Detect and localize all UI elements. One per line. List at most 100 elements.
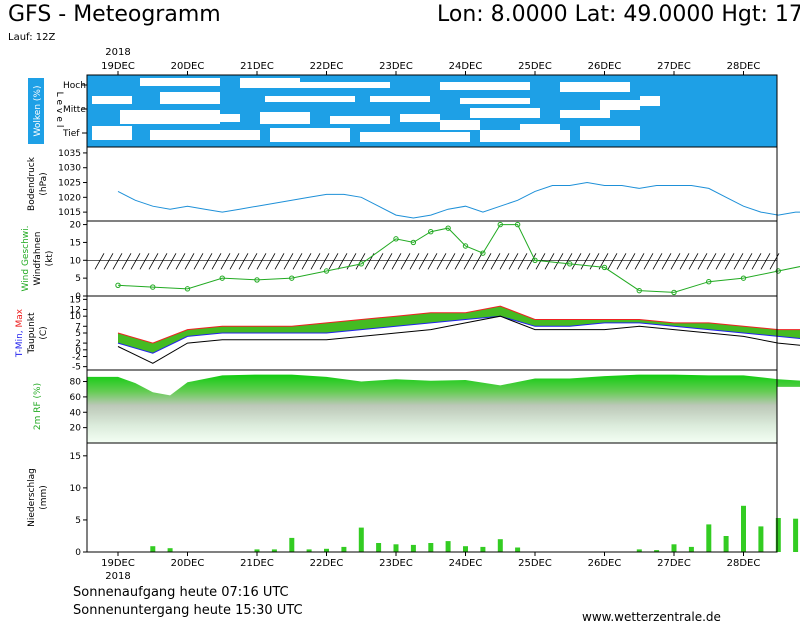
- precip-bar: [758, 526, 764, 552]
- precip-bar: [741, 505, 746, 552]
- wind-barb: [724, 253, 735, 270]
- wind-speed-point: [462, 243, 469, 249]
- wind-barb: [517, 253, 528, 270]
- cloud-clear-patch: [520, 124, 560, 132]
- page-title: GFS - Meteogramm: [8, 2, 221, 27]
- precip-bar: [341, 546, 347, 552]
- axis-labels: 19DEC 19DEC 20DEC 20DEC 21DEC 21DEC 22DEC 22DEC…: [101, 47, 760, 582]
- cloud-clear-patch: [440, 120, 480, 130]
- day-label-bottom: 22DEC: [310, 558, 344, 569]
- wind-barb: [634, 253, 645, 270]
- precip-bar: [497, 539, 503, 552]
- precip-bar: [688, 546, 694, 552]
- cloud-clear-patch: [270, 128, 350, 142]
- wind-barb: [706, 253, 717, 270]
- wind-barb: [121, 253, 132, 270]
- wind-speed-point: [706, 279, 712, 285]
- y-tick-label: -2: [72, 353, 81, 363]
- wind-barb: [733, 253, 744, 270]
- wind-barb: [328, 253, 339, 270]
- wind-speed-point: [150, 284, 156, 290]
- y-tick-label: 5: [75, 329, 81, 339]
- y-tick-label: 1025: [58, 179, 81, 189]
- precip-bar: [271, 549, 277, 552]
- panel-y-label: 2m RF (%): [33, 383, 43, 430]
- cloud-clear-patch: [140, 78, 220, 86]
- wind-barb: [427, 253, 438, 270]
- y-tick-label: 15: [70, 295, 81, 305]
- wind-barb: [175, 253, 186, 270]
- cloud-clear-patch: [440, 82, 530, 90]
- wind-speed-point: [480, 250, 486, 256]
- cloud-level-label: Mittel: [63, 105, 88, 115]
- cloud-clear-patch: [470, 108, 540, 118]
- location-info: Lon: 8.0000 Lat: 49.0000 Hgt: 17: [437, 2, 800, 27]
- day-label-top: 19DEC: [101, 61, 135, 72]
- day-label-bottom: 21DEC: [240, 558, 274, 569]
- precip-bar: [723, 536, 729, 552]
- y-tick-label: -5: [72, 363, 81, 373]
- wind-speed-point: [323, 268, 330, 274]
- wind-barb: [166, 253, 177, 270]
- year-label-top: 2018: [105, 47, 130, 58]
- cloud-clear-patch: [150, 130, 260, 140]
- precip-bar: [793, 518, 799, 552]
- wind-speed-point: [289, 275, 295, 281]
- cloud-clear-patch: [265, 96, 355, 102]
- wind-barb: [256, 253, 267, 270]
- precip-bar: [654, 550, 660, 552]
- y-tick-label: 10: [70, 484, 82, 494]
- panel-y-label: T-Min, Max: [15, 308, 25, 358]
- website-link[interactable]: www.wetterzentrale.de: [582, 610, 721, 624]
- y-tick-label: 7: [75, 322, 81, 332]
- wind-barb: [319, 253, 330, 270]
- wind-speed-point: [445, 225, 451, 231]
- day-label-bottom: 26DEC: [588, 558, 622, 569]
- wind-barb: [112, 253, 123, 270]
- y-tick-label: 1020: [58, 193, 81, 203]
- wind-barb: [274, 253, 285, 270]
- tmin-label: T-Min,: [15, 327, 25, 358]
- wind-barb: [301, 253, 312, 270]
- wind-barb: [409, 253, 420, 270]
- wind-barb: [670, 253, 681, 270]
- wind-speed-point: [567, 261, 573, 267]
- cloud-clear-patch: [330, 116, 390, 124]
- precip-bar: [445, 541, 451, 552]
- wind-barb: [139, 253, 150, 270]
- wind-speed-point: [740, 275, 747, 281]
- wind-barb: [157, 253, 168, 270]
- tmax-line: [117, 305, 800, 344]
- day-label-bottom: 19DEC: [101, 558, 135, 569]
- wind-barb: [220, 253, 231, 270]
- wind-barb: [391, 253, 402, 270]
- precip-bar: [775, 518, 781, 552]
- wind-barb: [454, 253, 465, 270]
- wind-barb: [688, 253, 699, 270]
- temperature-range-fill: [118, 306, 800, 354]
- wind-barb: [490, 253, 501, 270]
- precipitation-panel: 0 5 10 15 Niederschlag (mm): [27, 452, 799, 558]
- wind-speed-point: [601, 264, 608, 271]
- precip-bar: [358, 527, 364, 552]
- wind-barb: [265, 253, 276, 270]
- wind-speed-point: [393, 236, 399, 242]
- wind-barb: [463, 253, 474, 270]
- precip-bar: [254, 549, 260, 552]
- y-tick-label: 20: [70, 221, 82, 231]
- wind-barb: [544, 253, 555, 270]
- wind-barb: [625, 253, 636, 270]
- wind-barb: [247, 253, 258, 270]
- wind-barb: [193, 253, 204, 270]
- wind-barb: [103, 253, 114, 270]
- wind-barb: [769, 253, 780, 270]
- wind-barb: [616, 253, 627, 270]
- y-tick-label: 10: [70, 312, 82, 322]
- panel-y-label: Wind Geschwi.: [21, 225, 31, 291]
- precip-bar: [150, 546, 156, 552]
- y-tick-label: 1015: [58, 208, 81, 218]
- day-label-top: 28DEC: [727, 61, 761, 72]
- sunrise-info: Sonnenaufgang heute 07:16 UTC: [73, 585, 289, 600]
